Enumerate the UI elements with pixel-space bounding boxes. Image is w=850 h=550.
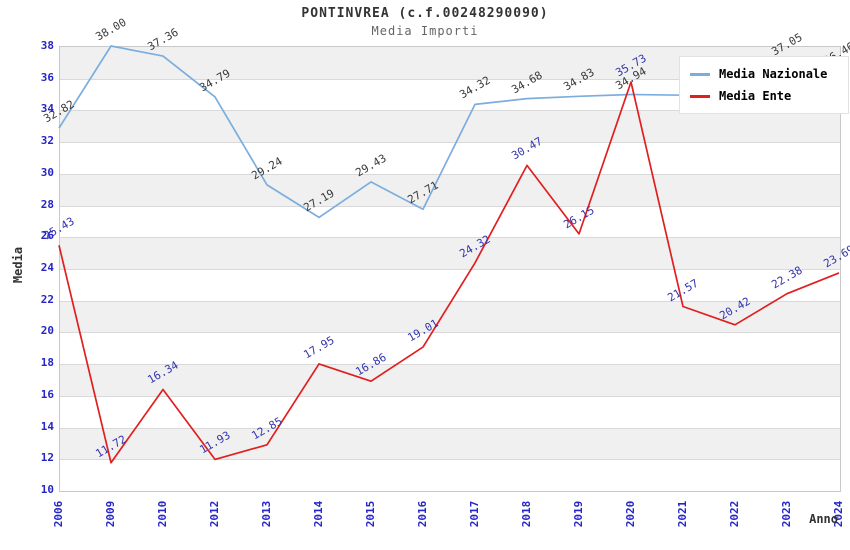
gridline [60, 332, 840, 334]
y-tick-label: 12 [40, 451, 54, 465]
x-tick-label: 2017 [468, 500, 481, 528]
legend-item-media-ente: Media Ente [690, 89, 838, 103]
x-tick-label: 2012 [208, 500, 221, 528]
plot-band [60, 427, 840, 460]
gridline [60, 364, 840, 366]
x-tick-label: 2009 [104, 500, 117, 528]
y-tick-label: 16 [40, 387, 54, 401]
plot-band [60, 364, 840, 396]
legend-label: Media Ente [719, 89, 792, 103]
x-tick-label: 2010 [156, 500, 169, 528]
plot-band [60, 110, 840, 143]
y-tick-label: 10 [40, 483, 54, 496]
gridline [60, 173, 840, 175]
gridline [60, 427, 840, 429]
gridline [60, 300, 840, 302]
gridline [60, 395, 840, 397]
y-tick-label: 18 [40, 356, 54, 370]
x-tick-label: 2015 [364, 500, 377, 528]
legend-line-swatch [690, 94, 710, 98]
x-tick-label: 2019 [572, 500, 585, 528]
x-tick-label: 2013 [260, 500, 273, 528]
y-tick-label: 30 [40, 165, 54, 179]
legend-line-swatch [690, 72, 710, 76]
x-tick-label: 2018 [520, 500, 533, 528]
y-tick-label: 20 [40, 324, 54, 338]
chart-title: PONTINVREA (c.f.00248290090) [301, 6, 549, 21]
legend: Media Nazionale Media Ente [679, 56, 849, 114]
y-tick-label: 32 [40, 134, 54, 148]
y-tick-label: 28 [40, 197, 54, 211]
x-tick-label: 2020 [624, 500, 637, 528]
y-tick-label: 26 [40, 229, 54, 243]
x-axis-title: Anno [809, 512, 838, 526]
y-axis-title: Media [11, 246, 25, 284]
x-tick-label: 2006 [52, 500, 65, 528]
y-tick-label: 24 [40, 261, 54, 274]
gridline [60, 142, 840, 144]
x-tick-label: 2014 [312, 500, 325, 528]
x-tick-label: 2022 [728, 500, 741, 528]
gridline [60, 205, 840, 207]
plot-band [60, 300, 840, 333]
y-tick-label: 14 [40, 419, 54, 433]
gridline [60, 459, 840, 461]
legend-item-media-nazionale: Media Nazionale [690, 67, 838, 81]
plot-band [60, 237, 840, 269]
y-tick-label: 36 [40, 70, 54, 84]
gridline [60, 269, 840, 270]
gridline [60, 237, 840, 239]
x-tick-label: 2016 [416, 500, 429, 528]
y-tick-label: 22 [40, 292, 54, 306]
plot-band [60, 173, 840, 206]
x-tick-label: 2021 [676, 500, 689, 528]
chart-subtitle: Media Importi [371, 24, 479, 38]
y-tick-label: 38 [40, 39, 54, 52]
y-tick-label: 34 [40, 102, 54, 116]
legend-label: Media Nazionale [719, 67, 828, 81]
